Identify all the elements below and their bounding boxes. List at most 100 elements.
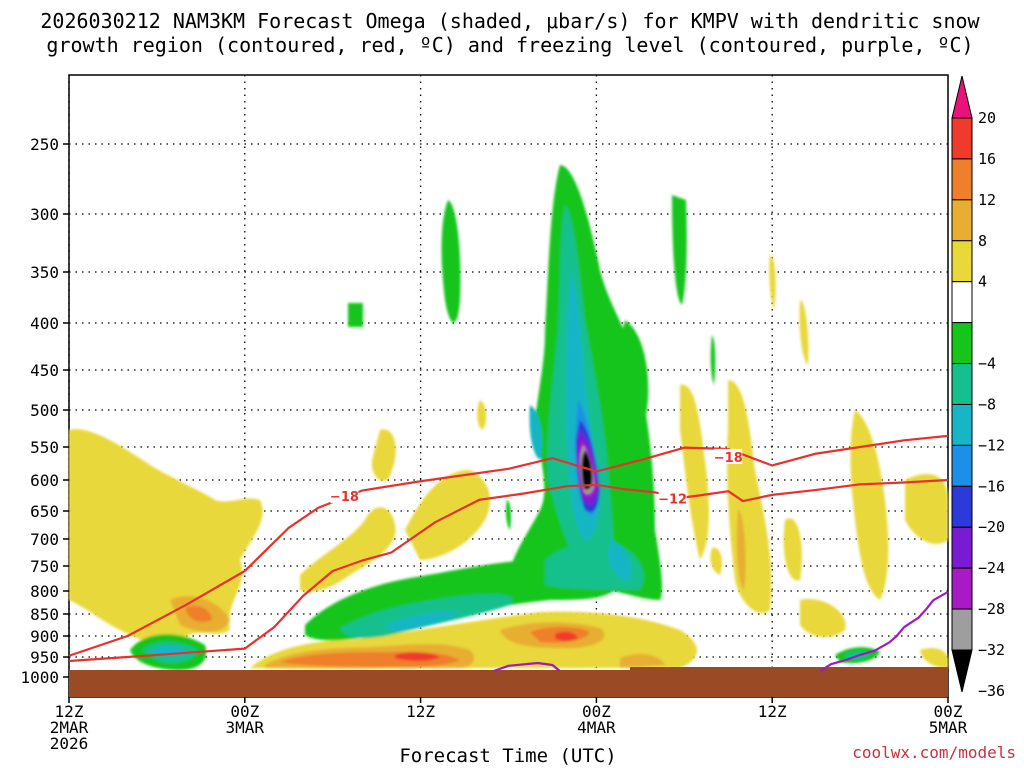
omega-positive-region-east-3 bbox=[769, 255, 776, 310]
credit-text: coolwx.com/models bbox=[852, 743, 1016, 762]
x-tick-label-0-1: 12Z bbox=[55, 702, 84, 721]
omega-positive-region-east bbox=[680, 384, 709, 560]
chart-title-line-2: growth region (contoured, red, ºC) and f… bbox=[46, 33, 973, 57]
contour-label-minus18-east: −18 bbox=[714, 451, 743, 466]
y-tick-label-400: 400 bbox=[30, 314, 59, 333]
contour-label-minus18-west: −18 bbox=[330, 490, 359, 505]
x-tick-label-0-3: 2026 bbox=[50, 734, 89, 753]
y-tick-label-300: 300 bbox=[30, 205, 59, 224]
y-tick-label-850: 850 bbox=[30, 605, 59, 624]
colorbar-bin-6 bbox=[951, 363, 973, 405]
y-tick-label-350: 350 bbox=[30, 263, 59, 282]
omega-positive-region-mid-2 bbox=[477, 400, 487, 430]
y-tick-label-1000: 1000 bbox=[20, 668, 59, 687]
colorbar-label-11: −28 bbox=[978, 600, 1005, 618]
y-tick-label-750: 750 bbox=[30, 557, 59, 576]
colorbar-bin-5 bbox=[951, 322, 973, 365]
colorbar-bin-7 bbox=[951, 403, 973, 446]
colorbar-label-9: −20 bbox=[978, 518, 1005, 536]
colorbar-label-8: −16 bbox=[978, 477, 1005, 495]
colorbar-bin-2 bbox=[951, 199, 973, 242]
contour-label-minus12: −12 bbox=[658, 493, 687, 508]
dgz-contour-minus18 bbox=[68, 434, 949, 657]
y-tick-label-800: 800 bbox=[30, 582, 59, 601]
omega-positive-region-west-3 bbox=[371, 429, 396, 481]
y-tick-label-550: 550 bbox=[30, 438, 59, 457]
omega-negative-west-box bbox=[348, 303, 363, 327]
colorbar-label-12: −32 bbox=[978, 641, 1005, 659]
colorbar-bin-3 bbox=[951, 240, 973, 283]
omega-negative-column-right-lobe bbox=[619, 320, 649, 455]
omega-positive-region-east-6 bbox=[710, 547, 723, 575]
colorbar-bin-1 bbox=[951, 158, 973, 201]
omega-positive-low-band-e16 bbox=[555, 631, 578, 641]
colorbar-bin-10 bbox=[951, 526, 973, 569]
omega-negative-east-thin bbox=[710, 335, 716, 385]
y-tick-label-500: 500 bbox=[30, 401, 59, 420]
x-tick-label-60-1: 00Z bbox=[934, 702, 963, 721]
omega-shading bbox=[69, 165, 948, 670]
omega-positive-region-east-5 bbox=[783, 518, 802, 581]
omega-positive-region-east-4 bbox=[799, 300, 809, 365]
contour-label-minus18-west-bg bbox=[330, 488, 359, 504]
omega-negative-small-patch bbox=[506, 500, 511, 530]
colorbar-label-13: −36 bbox=[978, 682, 1005, 700]
y-tick-label-250: 250 bbox=[30, 135, 59, 154]
omega-negative-column-36 bbox=[581, 450, 593, 490]
x-tick-label-60-2: 5MAR bbox=[929, 718, 968, 737]
colorbar-bin-9 bbox=[951, 485, 973, 528]
freezing-level-contour-2 bbox=[819, 590, 949, 672]
colorbar-bin-11 bbox=[951, 567, 973, 610]
y-tick-label-450: 450 bbox=[30, 361, 59, 380]
colorbar: 20 16 12 8 4 −4 −8 −12 −16 −20 −24 −28 −32 −36 bbox=[951, 75, 1005, 700]
x-tick-label-12-1: 00Z bbox=[230, 702, 259, 721]
omega-positive-low-west-12 bbox=[185, 605, 212, 622]
colorbar-bin-12 bbox=[951, 608, 973, 651]
omega-negative-east-upper bbox=[672, 195, 687, 305]
freezing-level-contour-1 bbox=[493, 661, 561, 673]
y-tick-label-950: 950 bbox=[30, 648, 59, 667]
colorbar-label-6: −8 bbox=[978, 395, 996, 413]
x-axis-label: Forecast Time (UTC) bbox=[399, 745, 616, 767]
colorbar-bin-0 bbox=[951, 117, 973, 160]
x-tick-label-36-1: 00Z bbox=[582, 702, 611, 721]
omega-negative-column-12-low bbox=[608, 540, 632, 581]
colorbar-label-5: −4 bbox=[978, 355, 996, 373]
colorbar-label-7: −12 bbox=[978, 436, 1005, 454]
x-tick-label-36-2: 4MAR bbox=[577, 718, 616, 737]
omega-positive-region-west bbox=[69, 429, 263, 645]
omega-negative-west-upper bbox=[441, 200, 461, 323]
ground-surface-raised bbox=[630, 667, 948, 672]
contour-label-minus18-east-bg bbox=[714, 448, 743, 464]
y-tick-label-700: 700 bbox=[30, 530, 59, 549]
omega-negative-low-band-inner2 bbox=[385, 611, 460, 632]
omega-positive-low-mid-8 bbox=[620, 654, 665, 668]
colorbar-label-3: 8 bbox=[978, 232, 987, 250]
colorbar-bin-8 bbox=[951, 444, 973, 487]
x-tick-label-48-1: 12Z bbox=[758, 702, 787, 721]
colorbar-bottom-arrow bbox=[951, 649, 973, 693]
omega-positive-region-far-east-3 bbox=[800, 599, 846, 637]
colorbar-label-2: 12 bbox=[978, 191, 996, 209]
y-axis-ticks: 250 300 350 400 450 500 550 600 650 700 750 800 850 9… bbox=[20, 135, 69, 687]
y-tick-label-650: 650 bbox=[30, 502, 59, 521]
omega-positive-region-west-2 bbox=[300, 507, 396, 592]
contour-label-minus12-bg bbox=[658, 490, 687, 506]
colorbar-label-0: 20 bbox=[978, 109, 996, 127]
colorbar-label-10: −24 bbox=[978, 559, 1005, 577]
y-tick-label-900: 900 bbox=[30, 627, 59, 646]
colorbar-label-1: 16 bbox=[978, 150, 996, 168]
omega-negative-column-12-west bbox=[529, 405, 542, 460]
omega-positive-region-far-east-2 bbox=[905, 474, 948, 544]
x-tick-label-0-2: 2MAR bbox=[50, 718, 89, 737]
colorbar-top-arrow bbox=[951, 75, 973, 119]
contour-lines: −18 −18 −12 bbox=[68, 434, 949, 673]
omega-positive-region-far-east bbox=[850, 410, 889, 600]
omega-positive-low-band-16 bbox=[395, 652, 440, 661]
x-tick-label-12-2: 3MAR bbox=[226, 718, 265, 737]
dgz-contour-minus12 bbox=[68, 478, 949, 663]
ground-surface bbox=[69, 670, 948, 697]
x-tick-label-24-1: 12Z bbox=[406, 702, 435, 721]
